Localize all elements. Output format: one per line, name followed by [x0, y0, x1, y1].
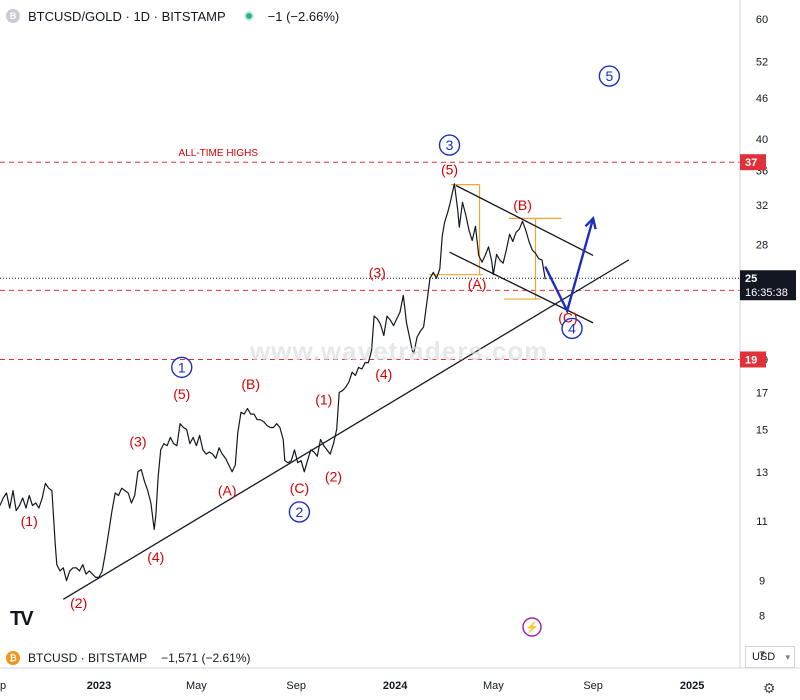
projection-path [544, 218, 595, 315]
wave-circle [598, 65, 621, 87]
bitcoin-icon: ₿ [6, 651, 20, 665]
compare-symbol-row: ₿ BTCUSD · BITSTAMP −1,571 (−2.61%) [6, 648, 251, 668]
x-tick-label: May [483, 680, 504, 692]
price-badge [740, 351, 766, 368]
event-icon-glyph: ⚡ [525, 621, 539, 634]
price-badge-label: 19 [745, 354, 757, 366]
market-status-icon [243, 11, 254, 21]
wave-label: (A) [468, 276, 487, 292]
x-axis: ep 2023 May Sep 2024 May Sep 2025 [0, 667, 800, 692]
x-tick-label: 2024 [383, 680, 408, 692]
x-tick-label: May [186, 680, 207, 692]
price-badge [740, 154, 766, 171]
chart-header: B BTCUSD/GOLD · 1D · BITSTAMP −1 (−2.66%… [6, 6, 339, 26]
y-tick-label: 17 [756, 387, 768, 399]
wave-label: (4) [147, 549, 164, 565]
level-annotation: ALL-TIME HIGHS [179, 148, 259, 159]
wave-label: (2) [70, 595, 87, 611]
x-tick-label: ep [0, 680, 6, 692]
y-tick-label: 32 [756, 200, 768, 212]
y-tick-label: 11 [756, 516, 767, 528]
y-tick-label: 9 [759, 576, 765, 588]
wave-label: (B) [513, 197, 532, 213]
price-badge-label: 25 [745, 273, 757, 285]
y-tick-label: 46 [756, 93, 768, 105]
trendline [455, 184, 594, 257]
y-tick-label: 8 [759, 611, 765, 623]
wave-label: (2) [325, 468, 342, 484]
tradingview-logo[interactable]: TV [10, 608, 34, 630]
wave-label: (C) [290, 480, 309, 496]
symbol-title[interactable]: BTCUSD/GOLD · 1D · BITSTAMP [28, 8, 226, 24]
y-tick-label: 52 [756, 56, 768, 68]
currency-label: USD [752, 651, 776, 663]
y-axis: 78911131517192428323640465260 [739, 0, 768, 668]
wave-label: (1) [21, 513, 38, 529]
wave-label: (C) [558, 309, 577, 325]
y-tick-label: 15 [756, 424, 768, 436]
wave-label: (3) [129, 434, 146, 450]
wave-label: 5 [605, 68, 613, 84]
y-tick-label: 13 [756, 467, 768, 479]
x-tick-label: 2023 [87, 680, 111, 692]
wave-label: (4) [375, 366, 392, 382]
wave-circle [171, 356, 193, 379]
coin-icon: B [6, 9, 20, 23]
y-tick-label: 40 [756, 134, 768, 146]
wave-label: (5) [441, 161, 458, 177]
projection-arrowhead [584, 216, 597, 230]
trendline [62, 259, 630, 600]
wave-circle [288, 501, 311, 523]
x-tick-label: Sep [286, 680, 306, 692]
y-tick-label: 60 [756, 14, 768, 26]
currency-select[interactable]: USD ▾ [745, 646, 795, 668]
price-badge-label: 37 [745, 157, 757, 169]
wave-label: 4 [568, 320, 576, 336]
y-tick-label: 7 [759, 650, 765, 662]
price-change: −1 (−2.66%) [267, 8, 340, 24]
wave-circle [561, 317, 583, 340]
wave-label: (B) [241, 376, 260, 392]
chevron-down-icon: ▾ [785, 651, 790, 662]
wave-label: (3) [369, 264, 386, 280]
event-icon [522, 617, 542, 637]
countdown-label: 16:35:38 [745, 287, 788, 299]
compare-symbol[interactable]: BTCUSD · BITSTAMP [28, 651, 148, 665]
x-tick-label: 2025 [680, 680, 704, 692]
wave-label: 2 [296, 504, 304, 520]
price-line [0, 183, 546, 582]
wave-label: 3 [446, 137, 454, 153]
compare-value: −1,571 (−2.61%) [161, 651, 251, 665]
wave-label: (5) [173, 386, 190, 402]
wave-label: (A) [218, 483, 237, 499]
price-badge [740, 270, 796, 301]
watermark: www.wavetraders.com [250, 336, 549, 366]
x-tick-label: Sep [583, 680, 603, 692]
wave-label: (1) [315, 391, 332, 407]
trendline [449, 251, 594, 324]
gear-icon[interactable]: ⚙ [763, 680, 776, 696]
wave-circle [438, 134, 461, 156]
wave-label: 1 [178, 359, 186, 375]
y-tick-label: 28 [756, 240, 768, 252]
